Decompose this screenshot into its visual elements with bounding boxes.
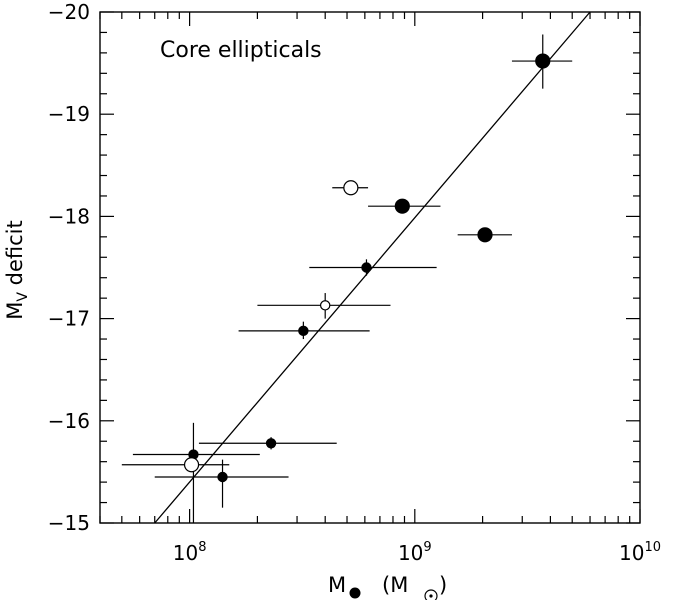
filled-marker <box>217 471 228 483</box>
open-marker <box>343 180 359 196</box>
data-point <box>457 227 512 243</box>
y-tick-label: −19 <box>48 102 90 126</box>
y-tick-label: −15 <box>48 511 90 535</box>
x-axis-title-unit-open: (M <box>382 573 408 597</box>
x-tick-label: 1010 <box>619 540 661 565</box>
y-axis-title: MV deficit <box>3 220 31 319</box>
data-point <box>332 180 369 196</box>
x-tick-label-base: 10 <box>173 541 198 565</box>
data-point <box>132 422 260 523</box>
data-point <box>368 198 441 214</box>
filled-marker <box>477 227 493 243</box>
filled-marker <box>298 325 309 337</box>
data-point <box>238 321 370 340</box>
data-point <box>121 457 230 473</box>
open-marker <box>319 300 331 311</box>
filled-marker <box>361 262 372 273</box>
data-point <box>198 437 337 450</box>
x-tick-label-exponent: 8 <box>198 540 206 555</box>
open-marker <box>183 457 200 473</box>
data-point <box>511 34 573 89</box>
x-tick-label-base: 10 <box>619 541 644 565</box>
y-axis-title-rest: deficit <box>3 220 27 292</box>
data-point <box>257 293 391 319</box>
x-tick-label-base: 10 <box>398 541 423 565</box>
y-tick-label: −18 <box>48 204 90 228</box>
y-axis-title-sub: V <box>15 292 31 302</box>
tick-labels: 108 109 1010−15−16−17−18−19−20 <box>48 0 661 565</box>
x-axis-title: M (M ) <box>328 573 447 600</box>
x-axis-title-unit-close: ) <box>439 573 447 597</box>
x-axis-title-main: M <box>328 573 346 597</box>
filled-marker <box>535 53 551 69</box>
y-tick-label: −16 <box>48 409 90 433</box>
x-tick-label-exponent: 9 <box>423 540 431 555</box>
data-points <box>121 34 573 523</box>
y-axis-title-main: M <box>3 302 27 320</box>
filled-marker <box>394 198 410 214</box>
annotation-label: Core ellipticals <box>160 38 322 63</box>
x-tick-label: 109 <box>398 540 432 565</box>
x-tick-label-exponent: 10 <box>644 540 661 555</box>
x-tick-label: 108 <box>173 540 207 565</box>
y-tick-label: −17 <box>48 307 90 331</box>
data-point <box>154 459 289 508</box>
y-tick-label: −20 <box>48 0 90 24</box>
data-point <box>309 259 437 276</box>
axis-ticks <box>99 11 641 524</box>
plot-frame <box>99 11 641 524</box>
sun-symbol <box>424 589 438 600</box>
filled-marker <box>265 438 277 449</box>
black-hole-symbol <box>349 587 361 599</box>
